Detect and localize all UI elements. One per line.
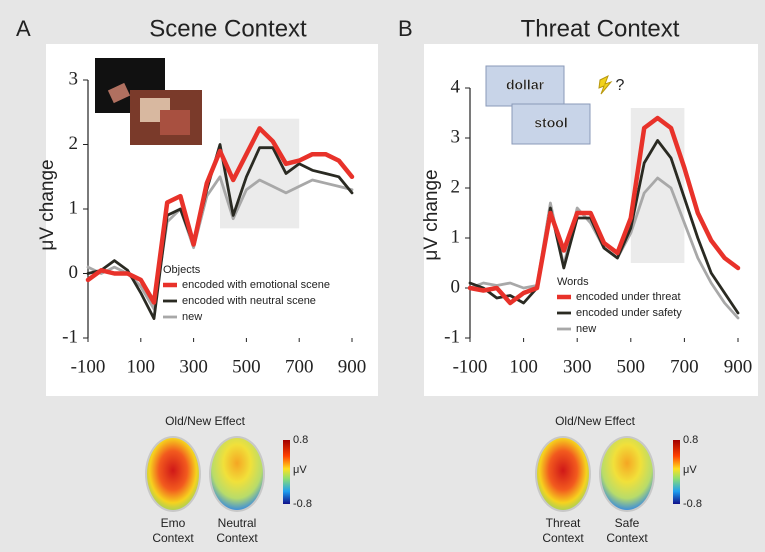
inset-word: ? bbox=[616, 77, 625, 94]
legend-label: encoded with neutral scene bbox=[182, 295, 316, 307]
y-tick-label: -1 bbox=[62, 326, 78, 347]
topomap-label: Context bbox=[606, 531, 648, 545]
colorbar-tick-label: 0.8 bbox=[683, 434, 698, 446]
x-tick-label: 900 bbox=[338, 356, 367, 377]
topomap bbox=[601, 438, 653, 510]
topomap-label: Context bbox=[216, 531, 258, 545]
y-axis-label: μV change bbox=[37, 159, 58, 250]
legend-title: Words bbox=[557, 276, 589, 288]
x-tick-label: 700 bbox=[285, 356, 314, 377]
legend-label: new bbox=[576, 323, 596, 335]
y-tick-label: 1 bbox=[451, 226, 461, 247]
panel-label: A bbox=[16, 16, 31, 41]
y-tick-label: 1 bbox=[69, 197, 79, 218]
topomap bbox=[147, 438, 199, 510]
x-tick-label: 900 bbox=[724, 356, 753, 377]
topomap-label: Emo bbox=[161, 516, 186, 530]
legend-label: encoded under threat bbox=[576, 291, 681, 303]
x-tick-label: 100 bbox=[509, 356, 538, 377]
colorbar-tick-label: -0.8 bbox=[293, 498, 312, 510]
topomap-label: Context bbox=[152, 531, 194, 545]
colorbar-label: μV bbox=[293, 464, 307, 476]
x-tick-label: 700 bbox=[670, 356, 699, 377]
y-tick-label: 3 bbox=[451, 126, 461, 147]
legend-label: encoded with emotional scene bbox=[182, 279, 330, 291]
chart-title: Threat Context bbox=[521, 15, 680, 42]
x-tick-label: 300 bbox=[563, 356, 592, 377]
topomap-label: Threat bbox=[546, 516, 581, 530]
y-tick-label: 3 bbox=[69, 68, 79, 89]
y-tick-label: 4 bbox=[451, 76, 461, 97]
legend-label: new bbox=[182, 311, 202, 323]
topomap-title: Old/New Effect bbox=[165, 414, 245, 428]
inset-word: dollar bbox=[506, 77, 545, 93]
topomap-label: Neutral bbox=[218, 516, 257, 530]
legend-label: encoded under safety bbox=[576, 307, 682, 319]
figure: A Scene Context μV change -1 0 1 2 3 -100 100 300 5… bbox=[0, 0, 765, 552]
colorbar-label: μV bbox=[683, 464, 697, 476]
y-tick-label: -1 bbox=[444, 326, 460, 347]
chart-title: Scene Context bbox=[149, 15, 307, 42]
topomap-title: Old/New Effect bbox=[555, 414, 635, 428]
topomap-label: Safe bbox=[615, 516, 640, 530]
colorbar-tick-label: 0.8 bbox=[293, 434, 308, 446]
panel-label: B bbox=[398, 16, 413, 41]
x-tick-label: 100 bbox=[127, 356, 156, 377]
y-axis-label: μV change bbox=[421, 169, 442, 260]
topomap bbox=[537, 438, 589, 510]
legend-title: Objects bbox=[163, 264, 201, 276]
x-tick-label: 500 bbox=[617, 356, 646, 377]
x-tick-label: -100 bbox=[453, 356, 488, 377]
y-tick-label: 2 bbox=[451, 176, 461, 197]
y-tick-label: 0 bbox=[451, 276, 461, 297]
x-tick-label: 300 bbox=[179, 356, 208, 377]
y-tick-label: 0 bbox=[69, 262, 79, 283]
x-tick-label: -100 bbox=[71, 356, 106, 377]
y-tick-label: 2 bbox=[69, 133, 79, 154]
inset-word: stool bbox=[534, 115, 567, 131]
colorbar bbox=[673, 440, 680, 504]
colorbar bbox=[283, 440, 290, 504]
x-tick-label: 500 bbox=[232, 356, 261, 377]
colorbar-tick-label: -0.8 bbox=[683, 498, 702, 510]
topomap-label: Context bbox=[542, 531, 584, 545]
topomap bbox=[211, 438, 263, 510]
